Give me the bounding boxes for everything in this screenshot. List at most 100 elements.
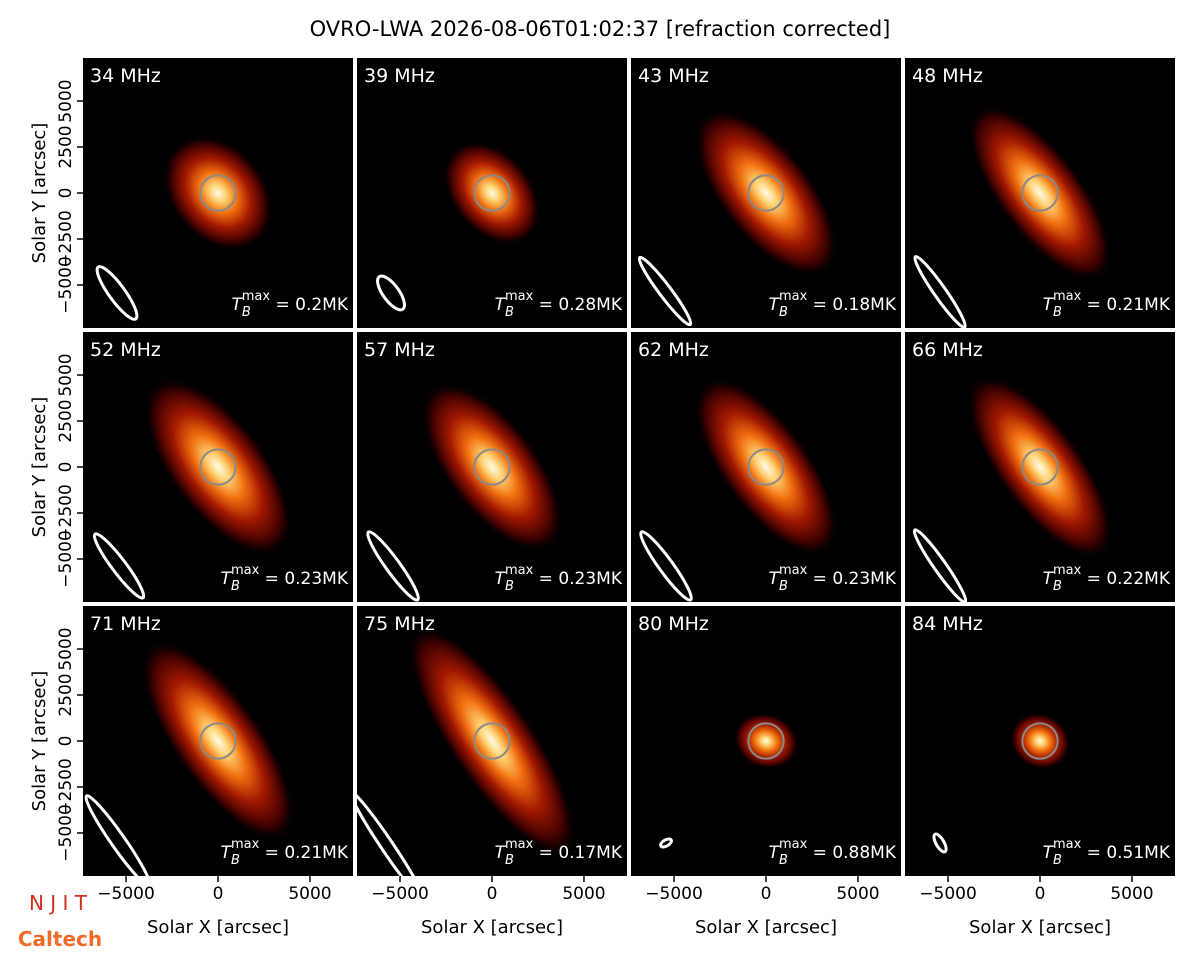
panel-title: 84 MHz [912,613,983,635]
annotation-symbol: T [495,295,507,315]
y-tick-label: 5000 [56,627,76,670]
annotation-sub: B [231,853,240,868]
annotation-sup: max [1053,563,1082,578]
annotation-sup: max [505,563,534,578]
y-axis-label: Solar Y [arcsec] [29,671,50,812]
annotation-sub: B [779,853,788,868]
emission-source [733,712,799,770]
panel-title: 57 MHz [364,339,435,361]
annotation-symbol: T [1043,843,1055,863]
y-tick-label: −5000 [56,530,76,588]
y-tick-label: −2500 [56,484,76,542]
y-tick-label: −5000 [56,804,76,862]
x-tick-label: 0 [761,884,772,904]
beam [92,532,146,600]
annotation-symbol: T [495,843,507,863]
emission-source [1009,712,1071,770]
annotation-sup: max [242,289,271,304]
beam [639,530,693,602]
figure-title: OVRO-LWA 2026-08-06T01:02:37 [refraction… [310,17,891,41]
annotation-value: = 0.23MK [807,569,897,589]
x-tick-label: 5000 [288,884,331,904]
solar-disk [1021,174,1059,212]
panel [631,606,901,876]
annotation-sup: max [779,563,808,578]
annotation-sub: B [1053,579,1062,594]
beam [84,794,152,876]
y-axis-label: Solar Y [arcsec] [29,397,50,538]
solar-disk [473,174,511,212]
beam [357,790,426,876]
emission-source [443,140,541,246]
annotation-value: = 0.28MK [533,295,623,315]
y-tick-label: −2500 [56,210,76,268]
x-tick-label: 5000 [562,884,605,904]
annotation-symbol: T [231,295,243,315]
beam [637,255,693,327]
annotation-value: = 0.21MK [259,843,349,863]
annotation-symbol: T [769,295,781,315]
beam [913,255,967,328]
tb-max-annotation: TBmax = 0.21MK [1043,289,1171,320]
panel [357,58,627,328]
y-tick-label: 5000 [56,79,76,122]
beam [366,530,420,602]
emission-source [966,374,1114,560]
annotation-sub: B [231,579,240,594]
annotation-sup: max [505,289,534,304]
panel [83,332,353,602]
y-tick-label: 2500 [56,125,76,168]
panel [905,58,1175,328]
annotation-value: = 0.23MK [259,569,349,589]
x-tick-label: 0 [1035,884,1046,904]
x-tick-label: −5000 [97,884,155,904]
beam [95,265,139,321]
tb-max-annotation: TBmax = 0.23MK [221,563,349,594]
solar-disk [1021,722,1059,760]
solar-disk [747,448,785,486]
tb-max-annotation: TBmax = 0.51MK [1043,837,1171,868]
panel [905,332,1175,602]
tb-max-annotation: TBmax = 0.28MK [495,289,623,320]
annotation-symbol: T [495,569,507,589]
x-axis-label: Solar X [arcsec] [695,917,837,938]
annotation-sup: max [231,837,260,852]
solar-disk [199,722,237,760]
annotation-value: = 0.88MK [807,843,897,863]
x-tick-label: 0 [487,884,498,904]
emission-source [143,377,293,557]
tb-max-annotation: TBmax = 0.17MK [495,837,623,868]
annotation-value: = 0.17MK [533,843,623,863]
x-tick-label: −5000 [645,884,703,904]
beam [376,274,406,312]
panel-title: 39 MHz [364,65,435,87]
x-axis-label: Solar X [arcsec] [147,917,289,938]
y-tick-label: −5000 [56,256,76,314]
solar-disk [473,448,511,486]
solar-disk [747,722,785,760]
annotation-sub: B [779,579,788,594]
solar-disk [747,174,785,212]
y-axis-label: Solar Y [arcsec] [29,123,50,264]
annotation-symbol: T [221,843,233,863]
annotation-sub: B [505,853,514,868]
annotation-sup: max [1053,837,1082,852]
panel [357,606,627,876]
solar-disk [1021,448,1059,486]
x-tick-label: 5000 [836,884,879,904]
annotation-symbol: T [769,569,781,589]
y-tick-label: 2500 [56,673,76,716]
tb-max-annotation: TBmax = 0.23MK [495,563,623,594]
tb-max-annotation: TBmax = 0.21MK [221,837,349,868]
tb-max-annotation: TBmax = 0.88MK [769,837,897,868]
x-axis-label: Solar X [arcsec] [421,917,563,938]
y-tick-label: −2500 [56,758,76,816]
panel [83,606,353,876]
annotation-symbol: T [1043,569,1055,589]
panel-title: 75 MHz [364,613,435,635]
solar-disk [199,174,237,212]
beam [932,832,948,854]
annotation-value: = 0.18MK [807,295,897,315]
panel-title: 48 MHz [912,65,983,87]
